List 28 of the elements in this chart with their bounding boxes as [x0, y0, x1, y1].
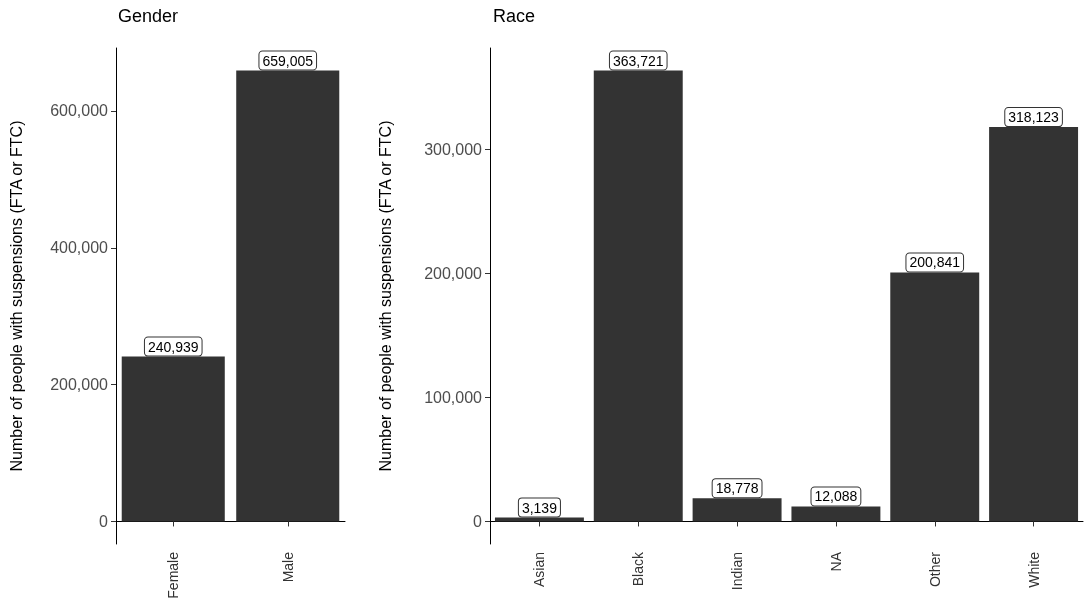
data-label: 18,778 [715, 480, 759, 497]
y-axis-title: Number of people with suspensions (FTA or FTC) [376, 120, 394, 472]
x-tick-label: Indian [729, 552, 746, 591]
y-axis-title: Number of people with suspensions (FTA or FTC) [7, 120, 25, 472]
y-tick-label: 400,000 [50, 239, 109, 257]
y-tick-label: 200,000 [424, 265, 483, 283]
y-tick-label: 600,000 [50, 102, 109, 120]
data-label: 659,005 [262, 52, 314, 69]
data-label: 200,841 [909, 254, 961, 271]
x-tick-label: White [1025, 551, 1042, 588]
y-tick-label: 300,000 [424, 141, 483, 159]
x-tick-label: Female [165, 551, 182, 599]
y-tick-label: 0 [473, 512, 483, 530]
data-label: 240,939 [147, 338, 199, 355]
y-tick-label: 0 [99, 512, 109, 530]
x-tick-label: Male [279, 551, 296, 583]
y-tick-label: 200,000 [50, 376, 109, 394]
x-tick-label: Asian [531, 552, 548, 588]
data-label: 363,721 [612, 52, 664, 69]
y-tick-label: 100,000 [424, 388, 483, 406]
x-tick-label: Other [926, 551, 943, 588]
data-label: 318,123 [1008, 109, 1060, 126]
data-label: 3,139 [521, 499, 558, 516]
chart-title: Gender [118, 6, 179, 26]
chart-title: Race [493, 6, 536, 26]
x-tick-label: Black [630, 551, 647, 587]
data-label: 12,088 [814, 488, 858, 505]
x-tick-label: NA [827, 551, 844, 572]
